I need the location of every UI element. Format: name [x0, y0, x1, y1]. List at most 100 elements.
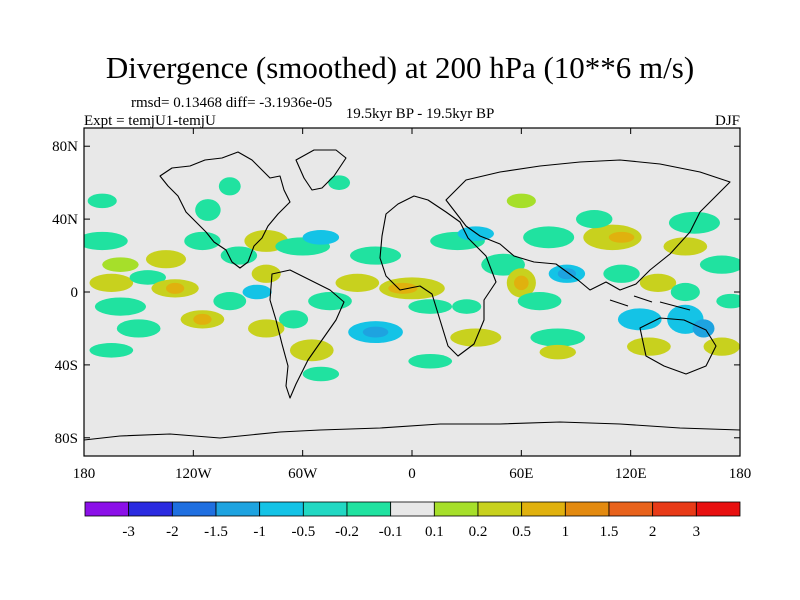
field-anomaly: [302, 230, 340, 245]
field-anomaly: [335, 273, 380, 292]
coastline-australia: [639, 317, 717, 375]
field-anomaly: [408, 353, 453, 369]
colorbar-label: -0.2: [335, 524, 359, 540]
colorbar-label: -0.5: [291, 524, 315, 540]
field-anomaly: [617, 308, 662, 331]
field-anomaly: [699, 255, 740, 274]
field-anomaly: [388, 282, 418, 294]
colorbar-label: -1: [253, 524, 266, 540]
colorbar-swatch: [302, 501, 348, 517]
field-anomaly: [302, 366, 340, 382]
colorbar-label: -0.1: [379, 524, 403, 540]
field-anomaly: [557, 268, 577, 280]
field-anomaly: [218, 177, 241, 196]
field-anomaly: [184, 231, 221, 251]
field-anomaly: [627, 337, 671, 356]
lon-tick-label: 60E: [509, 466, 533, 482]
lat-tick-label: 80N: [52, 139, 78, 155]
lat-tick-label: 0: [71, 285, 79, 301]
colorbar-swatch: [433, 501, 479, 517]
lon-tick-label: 0: [408, 466, 416, 482]
lon-tick-label: 120W: [175, 466, 213, 482]
coastline-asia: [445, 159, 731, 291]
colorbar-label: -1.5: [204, 524, 228, 540]
period-label: 19.5kyr BP - 19.5kyr BP: [345, 106, 495, 122]
field-anomaly: [213, 292, 247, 311]
colorbar-label: -3: [122, 524, 135, 540]
field-anomaly: [608, 231, 635, 243]
field-anomaly: [87, 193, 117, 209]
field-anomaly: [89, 273, 134, 292]
colorbar-swatch: [521, 501, 566, 517]
colorbar-swatch: [84, 501, 130, 517]
field-anomaly: [350, 246, 402, 265]
plot-title: Divergence (smoothed) at 200 hPa (10**6 …: [105, 50, 695, 85]
field-anomaly: [166, 282, 185, 294]
field-anomaly: [452, 299, 482, 314]
lat-tick-label: 40S: [55, 358, 78, 374]
field-anomaly: [278, 310, 309, 329]
colorbar-label: 1.5: [600, 524, 619, 540]
coastline-south-america: [269, 269, 345, 399]
lon-tick-label: 180: [729, 466, 752, 482]
coastline-greenland: [295, 149, 347, 191]
coastline-europe-africa: [379, 195, 497, 357]
field-anomaly: [102, 257, 139, 272]
field-anomaly: [328, 175, 351, 190]
coastline-indonesia: [609, 295, 691, 311]
field-anomaly: [145, 250, 187, 269]
field-anomaly: [523, 226, 575, 249]
lat-tick-label: 40N: [52, 212, 78, 228]
field-anomaly: [639, 273, 677, 292]
colorbar-label: 0.1: [425, 524, 444, 540]
field-anomaly: [94, 297, 146, 316]
field-anomaly: [89, 343, 134, 358]
colorbar-swatch: [608, 501, 654, 517]
field-anomaly: [703, 337, 740, 356]
coastline-north-america: [159, 151, 291, 269]
field-anomaly: [670, 282, 700, 302]
colorbar-swatch: [652, 501, 697, 517]
colorbar-swatch: [171, 501, 217, 517]
colorbar-swatch: [695, 501, 741, 517]
field-anomaly: [289, 339, 334, 362]
colorbar-label: -2: [166, 524, 179, 540]
colorbar-swatch: [259, 501, 304, 517]
stats-label: rmsd= 0.13468 diff= -3.1936e-05: [131, 95, 333, 111]
field-anomaly: [506, 193, 536, 209]
lon-tick-label: 180: [73, 466, 96, 482]
colorbar-swatch: [477, 501, 523, 517]
field-anomaly: [530, 328, 586, 347]
experiment-label: Expt = temjU1-temjU: [84, 113, 216, 129]
field-anomaly: [539, 344, 576, 360]
field-anomaly: [481, 253, 525, 276]
colorbar-label: 3: [693, 524, 701, 540]
field-anomaly: [242, 284, 272, 300]
field-anomaly: [576, 210, 613, 229]
field-anomaly: [84, 231, 128, 251]
colorbar-swatch: [215, 501, 261, 517]
colorbar-swatch: [564, 501, 610, 517]
field-anomaly: [308, 292, 352, 311]
field-anomaly: [248, 319, 285, 338]
field-anomaly: [514, 275, 529, 291]
field-anomaly: [716, 293, 740, 309]
field-anomaly: [116, 319, 161, 338]
colorbar-swatch: [128, 501, 173, 517]
colorbar-label: 0.5: [512, 524, 531, 540]
field-anomaly: [603, 264, 640, 283]
field-anomaly: [195, 199, 221, 221]
colorbar-label: 0.2: [469, 524, 488, 540]
coastline-antarctica: [84, 421, 740, 441]
field-anomaly: [517, 292, 562, 311]
field-anomaly: [129, 270, 166, 285]
lat-tick-label: 80S: [55, 431, 78, 447]
field-anomaly: [220, 246, 258, 265]
lon-tick-label: 120E: [615, 466, 647, 482]
field-anomaly: [408, 299, 453, 314]
field-anomaly: [457, 226, 494, 241]
colorbar-label: 1: [562, 524, 570, 540]
field-anomaly: [362, 326, 389, 338]
field-anomaly: [251, 264, 281, 283]
